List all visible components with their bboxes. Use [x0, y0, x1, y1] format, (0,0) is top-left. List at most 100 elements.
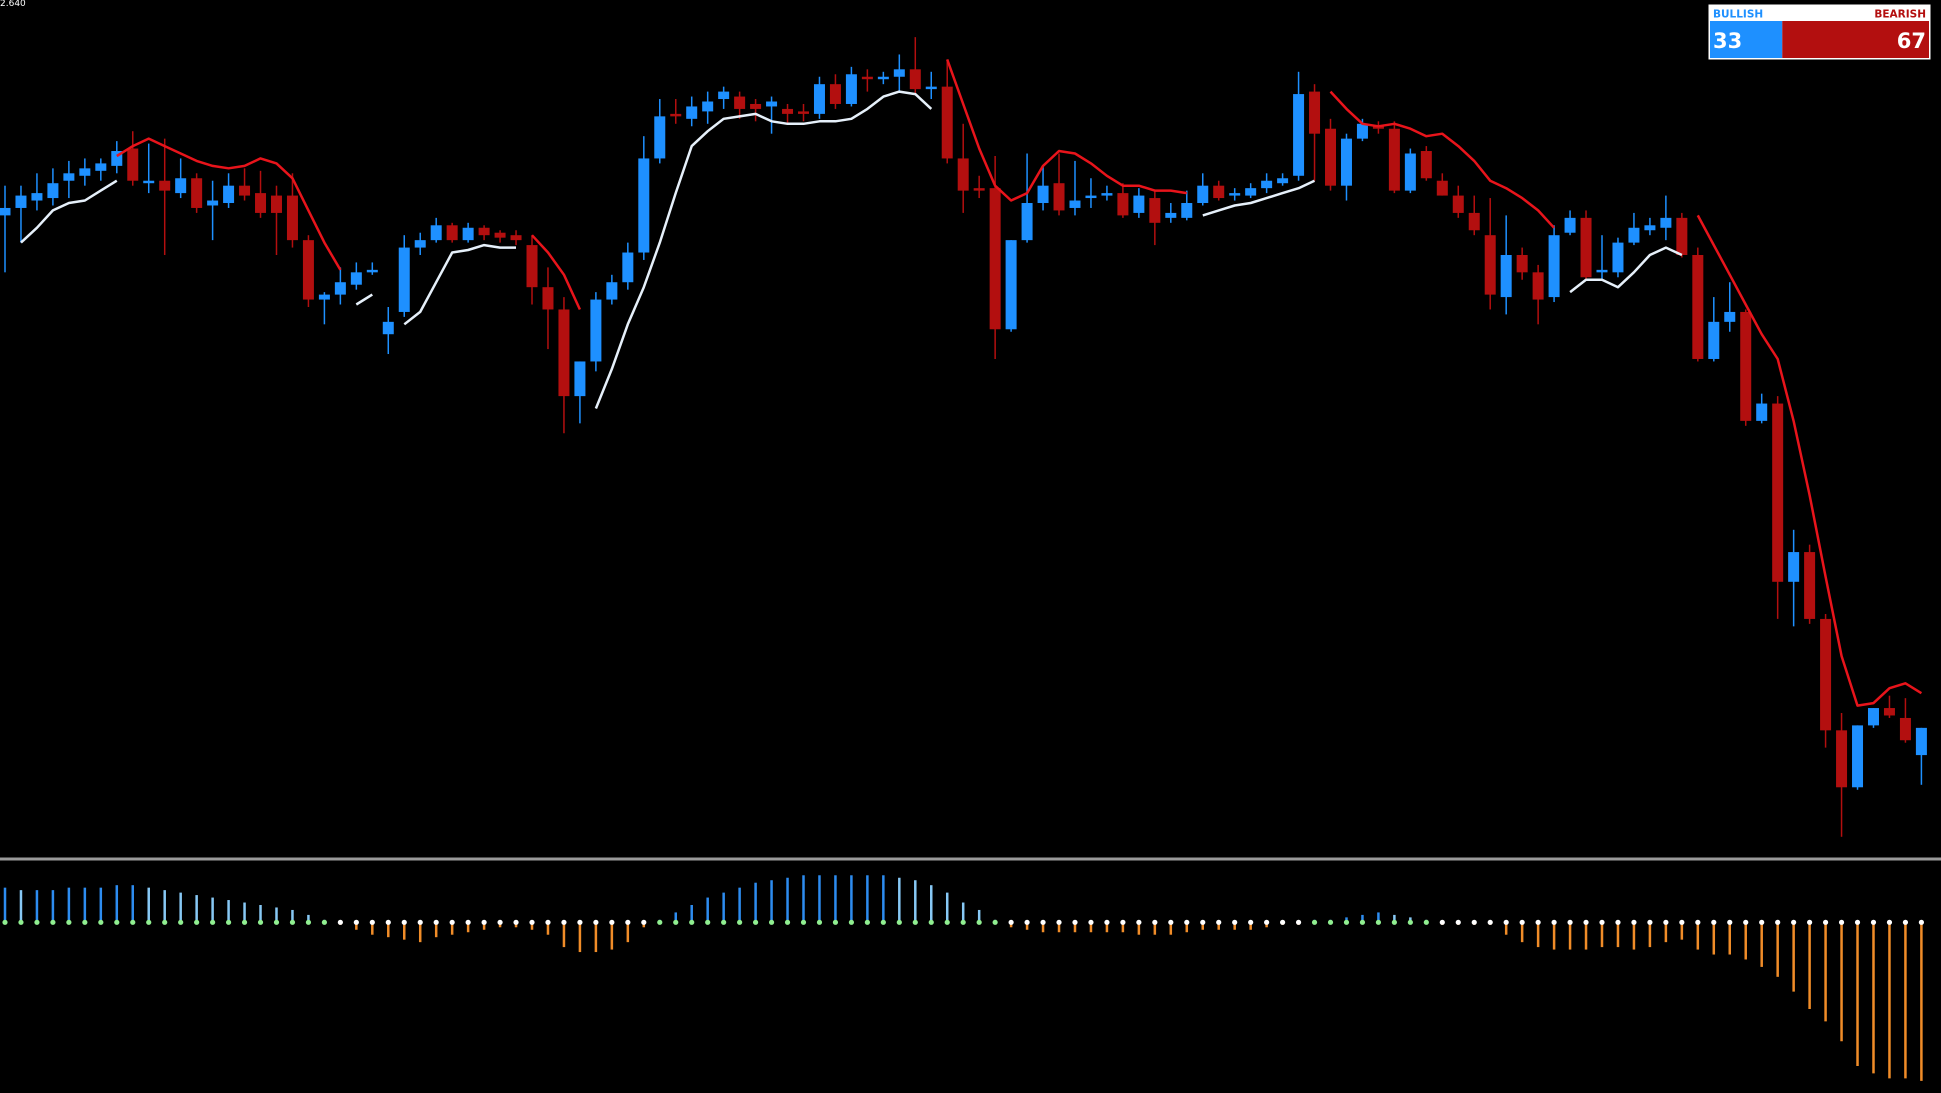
zero-dot — [178, 919, 184, 925]
zero-dot — [1264, 919, 1270, 925]
candle-body — [654, 116, 666, 159]
zero-dot — [1040, 919, 1046, 925]
zero-dot — [593, 919, 599, 925]
candle-body — [1883, 708, 1895, 716]
zero-dot — [1775, 919, 1781, 925]
candle-body — [590, 299, 602, 362]
candle-body — [893, 69, 905, 77]
candle-body — [1692, 254, 1704, 359]
zero-dot — [449, 919, 455, 925]
candle-body — [159, 180, 171, 191]
zero-dot — [657, 919, 663, 925]
candle-body — [111, 151, 123, 166]
candle-body — [1436, 180, 1448, 196]
zero-dot — [1136, 919, 1142, 925]
candle-body — [398, 247, 410, 312]
zero-dot — [225, 919, 232, 925]
zero-dot — [1359, 919, 1366, 925]
zero-dot — [1727, 919, 1733, 925]
candle-body — [1852, 725, 1864, 788]
zero-dot — [1232, 919, 1238, 925]
candle-body — [1053, 183, 1065, 211]
candle-body — [1772, 403, 1784, 582]
candle-body — [813, 84, 825, 114]
candle-body — [989, 188, 1001, 330]
candle-body — [1021, 203, 1033, 241]
zero-dot — [1487, 919, 1493, 925]
candle-body — [1564, 217, 1576, 233]
candle-body — [462, 227, 474, 241]
candle-body — [1340, 138, 1352, 186]
zero-dot — [1551, 919, 1557, 925]
zero-dot — [912, 919, 918, 925]
zero-dot — [289, 919, 296, 925]
zero-dot — [816, 919, 823, 925]
candle-body — [702, 101, 714, 112]
zero-dot — [1375, 919, 1382, 925]
candle-body — [1005, 240, 1017, 330]
zero-dot — [960, 919, 966, 925]
zero-dot — [34, 919, 40, 925]
candle-body — [79, 168, 91, 176]
candle-body — [1915, 727, 1927, 756]
candle-body — [909, 69, 921, 90]
candle-body — [1149, 198, 1161, 223]
zero-dot — [497, 919, 503, 925]
candle-body — [207, 200, 219, 206]
zero-dot — [1822, 919, 1829, 925]
zero-dot — [1024, 919, 1030, 925]
zero-dot — [561, 919, 567, 925]
zero-dot — [1168, 919, 1174, 925]
candle-body — [1468, 212, 1480, 231]
candle-body — [478, 227, 490, 236]
candle-body — [1069, 200, 1081, 208]
zero-dot — [1280, 919, 1286, 925]
gauge-value: 33 — [1713, 29, 1742, 53]
candle-body — [127, 148, 139, 181]
zero-dot — [305, 919, 312, 925]
candle-body — [542, 287, 554, 310]
candle-body — [1612, 242, 1624, 273]
candle-body — [1325, 128, 1337, 186]
zero-dot — [50, 919, 56, 925]
zero-dot — [1791, 919, 1797, 925]
zero-dot — [928, 919, 934, 925]
candle-body — [861, 76, 873, 80]
candle-body — [350, 272, 362, 285]
candle-body — [782, 108, 794, 114]
candle-body — [574, 361, 586, 397]
zero-dot — [1184, 919, 1190, 925]
zero-dot — [417, 919, 423, 925]
candle-body — [302, 240, 314, 300]
zero-dot — [1088, 919, 1094, 925]
candle-body — [1532, 272, 1544, 300]
zero-dot — [1902, 919, 1909, 925]
zero-dot — [369, 919, 375, 925]
zero-dot — [1248, 919, 1254, 925]
zero-dot — [98, 919, 104, 925]
candle-body — [1628, 227, 1640, 243]
zero-dot — [82, 919, 88, 925]
candle-body — [973, 188, 985, 191]
candle-body — [622, 252, 634, 283]
candle-body — [925, 86, 937, 90]
candle-body — [95, 163, 107, 171]
candle-body — [175, 178, 187, 194]
candle-body — [1388, 128, 1400, 191]
zero-dot — [1072, 919, 1078, 925]
candle-body — [31, 193, 43, 201]
candle-body — [1596, 269, 1608, 273]
candle-body — [1117, 193, 1129, 216]
zero-dot — [66, 919, 72, 925]
gauge-value: 67 — [1897, 29, 1926, 53]
zero-dot — [465, 919, 471, 925]
candle-body — [1197, 185, 1209, 204]
candle-body — [15, 195, 27, 208]
candle-body — [270, 195, 282, 213]
candle-body — [366, 269, 378, 273]
candle-body — [382, 321, 394, 335]
zero-dot — [2, 919, 8, 925]
zero-dot — [1695, 919, 1701, 925]
